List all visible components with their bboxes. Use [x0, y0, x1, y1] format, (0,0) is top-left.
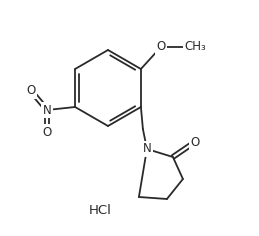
Text: O: O	[26, 84, 36, 97]
Text: N: N	[43, 104, 52, 117]
Text: HCl: HCl	[89, 203, 111, 216]
Text: O: O	[42, 126, 52, 139]
Text: N: N	[142, 143, 151, 156]
Text: CH₃: CH₃	[184, 41, 206, 54]
Text: O: O	[156, 41, 166, 54]
Text: O: O	[190, 135, 199, 148]
